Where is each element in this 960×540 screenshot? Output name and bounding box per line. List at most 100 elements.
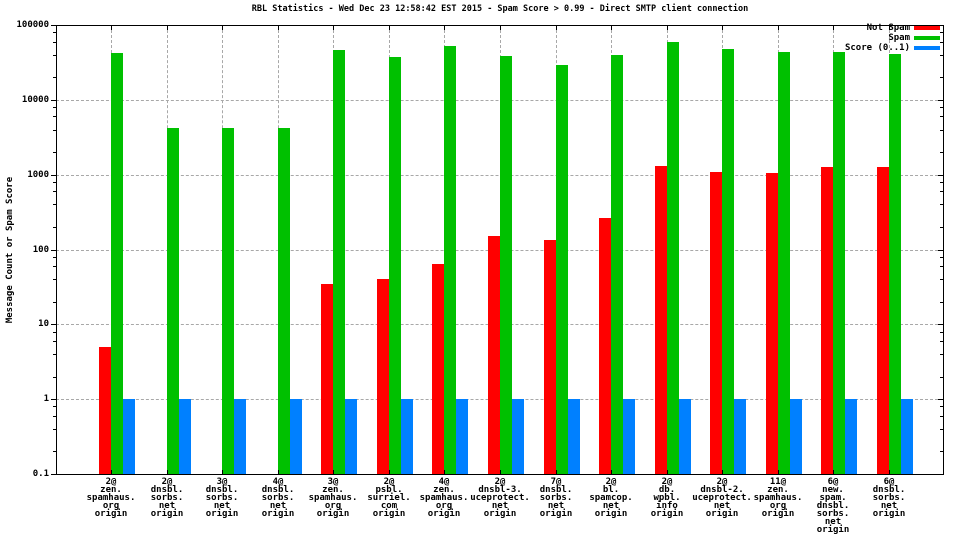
y-major-tick-left <box>51 25 56 26</box>
y-minor-tick-left <box>53 416 56 417</box>
y-major-tick-right <box>938 474 943 475</box>
y-minor-tick-left <box>53 32 56 33</box>
x-tick-label: 2@ dnsbl-3. uceprotect. net origin <box>470 477 530 519</box>
legend-swatch-not-spam <box>914 26 940 30</box>
bar-spam <box>389 57 401 474</box>
y-minor-tick-right <box>940 429 943 430</box>
bar-score-0-1 <box>845 399 857 474</box>
x-tick-bottom <box>278 470 279 474</box>
bar-score-0-1 <box>234 399 246 474</box>
y-major-tick-left <box>51 399 56 400</box>
x-tick-label: 7@ dnsbl. sorbs. net origin <box>539 477 573 519</box>
y-minor-tick-right <box>940 341 943 342</box>
legend-swatch-spam <box>914 36 940 40</box>
bar-not-spam <box>877 167 889 474</box>
y-minor-tick-right <box>940 152 943 153</box>
y-major-tick-right <box>938 399 943 400</box>
y-minor-tick-left <box>53 354 56 355</box>
x-tick-bottom <box>611 470 612 474</box>
bar-score-0-1 <box>290 399 302 474</box>
h-gridline <box>56 175 943 176</box>
y-minor-tick-left <box>53 107 56 108</box>
x-tick-top <box>444 26 445 30</box>
x-tick-label: 6@ new. spam. dnsbl. sorbs. net origin <box>816 477 850 535</box>
bar-not-spam <box>377 279 389 474</box>
y-minor-tick-left <box>53 279 56 280</box>
bar-not-spam <box>821 167 833 474</box>
y-major-tick-left <box>51 324 56 325</box>
bar-not-spam <box>544 240 556 474</box>
x-tick-top <box>333 26 334 30</box>
bar-score-0-1 <box>734 399 746 474</box>
bar-spam <box>889 54 901 474</box>
y-minor-tick-left <box>53 377 56 378</box>
y-major-tick-left <box>51 474 56 475</box>
x-tick-bottom <box>556 470 557 474</box>
x-tick-top <box>556 26 557 30</box>
bar-not-spam <box>488 236 500 474</box>
y-minor-tick-left <box>53 55 56 56</box>
x-tick-top <box>389 26 390 30</box>
y-minor-tick-left <box>53 77 56 78</box>
y-minor-tick-right <box>940 191 943 192</box>
y-minor-tick-left <box>53 191 56 192</box>
bar-not-spam <box>710 172 722 474</box>
bar-spam <box>778 52 790 474</box>
y-minor-tick-right <box>940 116 943 117</box>
x-tick-label: 2@ dnsbl. sorbs. net origin <box>150 477 184 519</box>
y-minor-tick-left <box>53 182 56 183</box>
bar-not-spam <box>655 166 667 474</box>
y-minor-tick-left <box>53 451 56 452</box>
y-minor-tick-right <box>940 332 943 333</box>
bar-spam <box>167 128 179 474</box>
y-minor-tick-left <box>53 257 56 258</box>
y-tick-label: 0.1 <box>32 469 49 479</box>
bar-score-0-1 <box>568 399 580 474</box>
x-tick-top <box>500 26 501 30</box>
y-minor-tick-left <box>53 42 56 43</box>
y-minor-tick-left <box>53 152 56 153</box>
bar-not-spam <box>599 218 611 474</box>
y-minor-tick-right <box>940 257 943 258</box>
y-tick-label: 1 <box>43 394 49 404</box>
y-minor-tick-right <box>940 377 943 378</box>
bar-spam <box>833 52 845 474</box>
bar-not-spam <box>432 264 444 474</box>
x-tick-top <box>667 26 668 30</box>
y-minor-tick-left <box>53 341 56 342</box>
y-major-tick-right <box>938 25 943 26</box>
y-minor-tick-left <box>53 332 56 333</box>
x-tick-top <box>222 26 223 30</box>
x-tick-bottom <box>722 470 723 474</box>
x-tick-label: 2@ db. wpbl. info origin <box>650 477 684 519</box>
y-minor-tick-right <box>940 279 943 280</box>
y-minor-tick-right <box>940 302 943 303</box>
legend-label-spam: Spam <box>888 33 910 43</box>
y-minor-tick-right <box>940 406 943 407</box>
y-major-tick-right <box>938 250 943 251</box>
y-minor-tick-left <box>53 227 56 228</box>
y-major-tick-right <box>938 100 943 101</box>
y-major-tick-left <box>51 250 56 251</box>
y-minor-tick-left <box>53 406 56 407</box>
x-tick-bottom <box>833 470 834 474</box>
y-tick-label: 1000 <box>27 170 49 180</box>
x-tick-bottom <box>222 470 223 474</box>
bar-spam <box>111 53 123 474</box>
x-tick-top <box>278 26 279 30</box>
y-minor-tick-left <box>53 204 56 205</box>
y-minor-tick-right <box>940 416 943 417</box>
x-tick-top <box>778 26 779 30</box>
x-tick-label: 6@ dnsbl. sorbs. net origin <box>872 477 906 519</box>
legend-label-score-0-1: Score (0..1) <box>844 43 910 53</box>
chart-title: RBL Statistics - Wed Dec 23 12:58:42 EST… <box>251 4 749 14</box>
y-tick-label: 10000 <box>21 95 49 105</box>
y-minor-tick-right <box>940 354 943 355</box>
bar-spam <box>333 50 345 474</box>
y-tick-label: 100 <box>32 245 49 255</box>
bar-spam <box>667 42 679 474</box>
x-tick-bottom <box>667 470 668 474</box>
y-minor-tick-right <box>940 266 943 267</box>
